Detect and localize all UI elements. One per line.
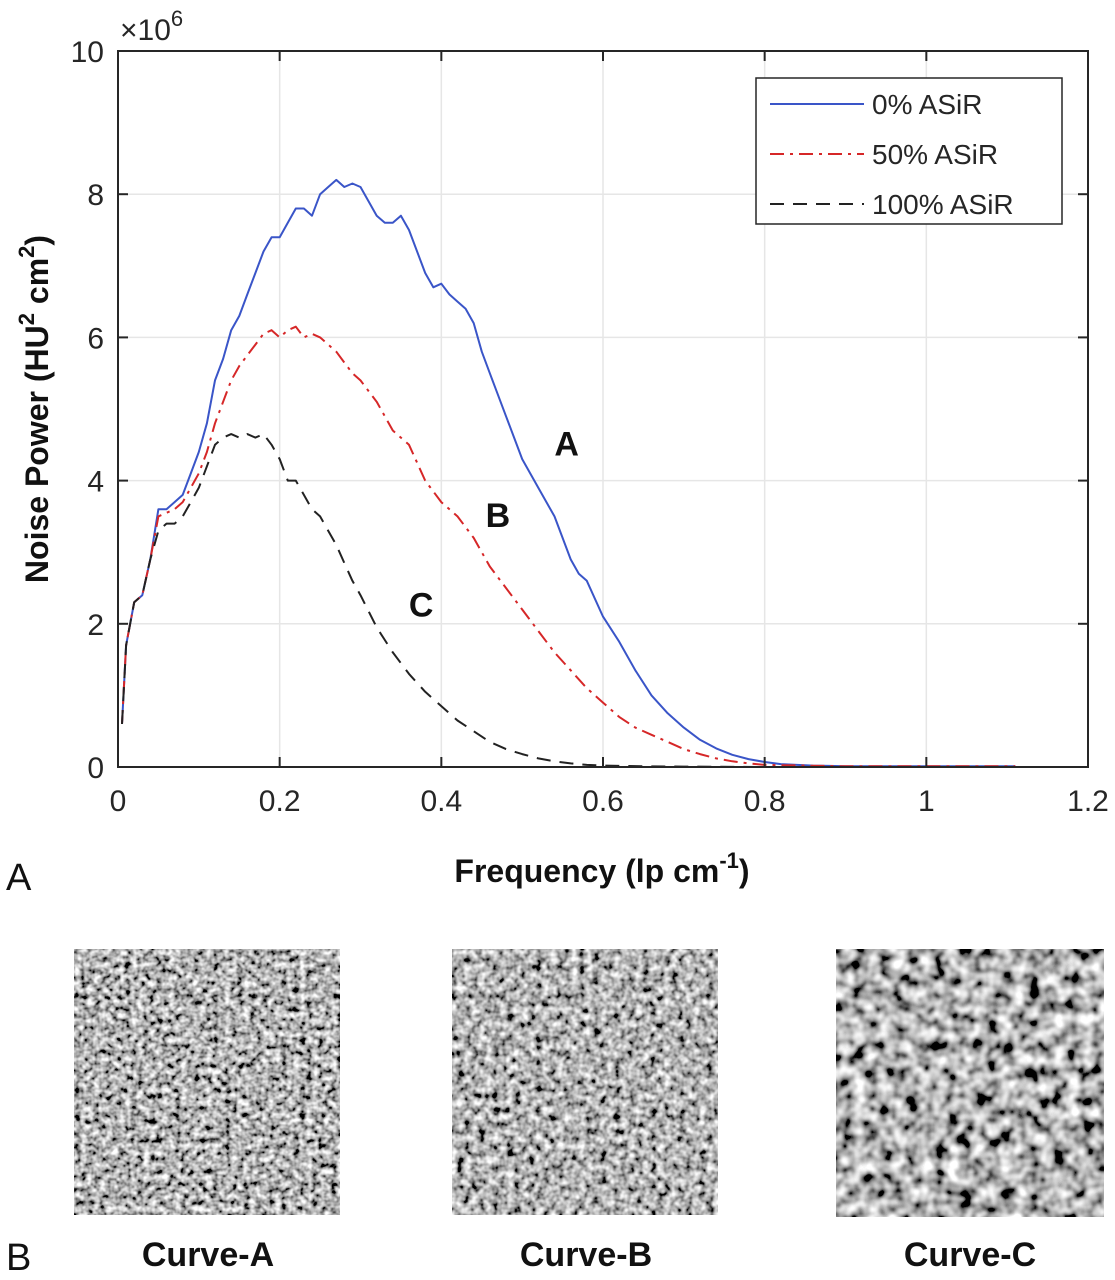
y-tick-label: 8 (87, 179, 104, 212)
x-tick-labels: 0 0.2 0.4 0.6 0.8 1 1.2 (110, 785, 1109, 818)
curve-labels: A B C (409, 426, 579, 625)
series-layer (121, 178, 1016, 767)
y-tick-label: 10 (71, 36, 104, 69)
legend-box (755, 77, 1063, 225)
noise-image-c (836, 949, 1104, 1217)
y-exponent-label: ×106 (120, 6, 183, 47)
noise-image-a (74, 949, 340, 1215)
x-tick-label: 1 (918, 785, 935, 818)
y-tick-label: 0 (87, 752, 104, 785)
x-tick-label: 0.8 (744, 785, 786, 818)
y-tick-labels: 0 2 4 6 8 10 (71, 36, 104, 785)
noise-image-b (452, 949, 718, 1215)
y-axis-title: Noise Power (HU2 cm2) (14, 235, 55, 583)
caption-curve-c: Curve-C (904, 1236, 1036, 1274)
y-tick-label: 6 (87, 322, 104, 355)
series-line-1 (121, 178, 1016, 767)
series-line-2 (121, 325, 1016, 767)
x-tick-label: 0 (110, 785, 127, 818)
x-tick-label: 1.2 (1067, 785, 1109, 818)
legend-label: 50% ASiR (872, 139, 998, 170)
y-tick-label: 2 (87, 609, 104, 642)
legend: 0% ASiR 50% ASiR 100% ASiR (755, 77, 1063, 225)
legend-label: 100% ASiR (872, 189, 1014, 220)
x-tick-label: 0.2 (259, 785, 301, 818)
x-axis-title: Frequency (lp cm-1) (454, 848, 749, 889)
ticks (117, 50, 1089, 768)
curve-label-a: A (554, 426, 579, 464)
x-tick-label: 0.6 (582, 785, 624, 818)
y-tick-label: 4 (87, 466, 104, 499)
panel-label-b: B (6, 1237, 31, 1279)
caption-curve-b: Curve-B (520, 1236, 652, 1274)
legend-label: 0% ASiR (872, 89, 983, 120)
curve-label-b: B (486, 497, 511, 535)
series-line-3 (121, 433, 1016, 767)
panel-label-a: A (6, 857, 32, 899)
caption-curve-a: Curve-A (142, 1236, 274, 1274)
curve-label-c: C (409, 587, 434, 625)
x-tick-label: 0.4 (420, 785, 462, 818)
